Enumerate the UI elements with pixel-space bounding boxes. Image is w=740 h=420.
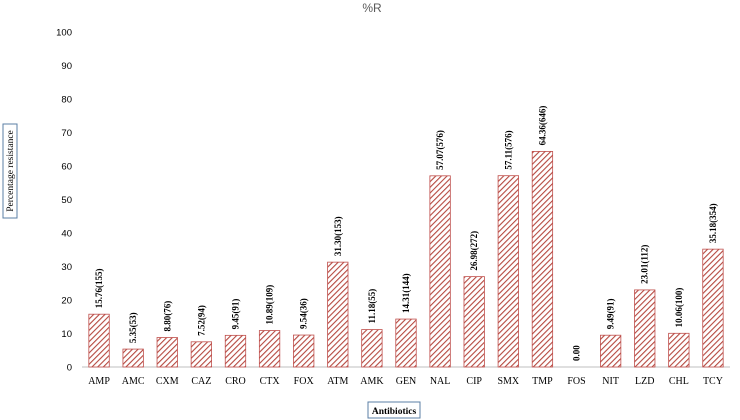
bar-amk [361, 329, 383, 368]
data-label: 11.18(55) [367, 289, 377, 324]
data-label: 5.35(53) [128, 312, 138, 343]
category-label: CXM [156, 376, 179, 387]
data-label: 23.01(112) [640, 245, 650, 284]
y-tick-label: 90 [61, 61, 72, 72]
y-tick-label: 100 [56, 28, 72, 39]
data-label: 9.45(91) [230, 299, 240, 330]
category-label: AMP [88, 376, 110, 387]
y-axis-title: Percentage resistance [6, 130, 16, 212]
y-tick-label: 50 [61, 195, 72, 206]
category-label: LZD [635, 376, 654, 387]
y-axis-ticks: 0 10 20 30 40 50 60 70 80 90 100 [56, 28, 72, 374]
x-axis-title-group: Antibiotics [367, 401, 421, 419]
bar-nal [429, 175, 451, 368]
x-axis-title: Antibiotics [372, 407, 417, 417]
bar-atm [327, 261, 349, 368]
category-label: CRO [225, 376, 246, 387]
category-label: NIT [602, 376, 619, 387]
category-label: SMX [497, 376, 519, 387]
category-label: CAZ [191, 376, 211, 387]
data-label: 8.80(76) [162, 301, 172, 332]
bar-tcy [702, 248, 724, 368]
bar-cxm [156, 337, 178, 368]
y-axis-title-group: Percentage resistance [2, 123, 18, 219]
category-labels: AMP AMC CXM CAZ CRO CTX FOX ATM AMK GEN NAL CIP SMX T… [88, 376, 723, 387]
data-label: 57.11(576) [503, 130, 513, 169]
data-label: 10.06(100) [674, 288, 684, 328]
data-label: 64.36(646) [537, 106, 547, 146]
data-label: 9.54(36) [299, 298, 309, 329]
bar-amp [88, 313, 110, 368]
y-tick-label: 70 [61, 128, 72, 139]
data-label: 35.18(354) [708, 203, 718, 243]
y-tick-label: 80 [61, 95, 72, 106]
category-label: CIP [466, 376, 482, 387]
bar-lzd [634, 289, 656, 368]
data-label: 57.07(576) [435, 130, 445, 170]
data-label: 15.76(155) [94, 268, 104, 308]
category-label: CTX [260, 376, 281, 387]
bar-cro [224, 334, 247, 368]
bar-chl [668, 332, 690, 368]
category-label: TCY [703, 376, 723, 387]
category-label: ATM [327, 376, 348, 387]
bars-group [88, 150, 724, 368]
data-labels: 15.76(155) 5.35(53) 8.80(76) 7.52(94) 9.45(9… [94, 106, 718, 361]
data-label: 0.00 [572, 345, 582, 361]
category-label: TMP [532, 376, 553, 387]
y-tick-label: 60 [61, 162, 72, 173]
category-label: FOS [567, 376, 585, 387]
y-tick-label: 30 [61, 262, 72, 273]
bar-nit [600, 334, 622, 368]
category-label: AMC [122, 376, 145, 387]
bar-cip [463, 276, 485, 368]
bar-smx [497, 175, 519, 368]
bar-amc [122, 348, 144, 368]
bar-caz [190, 341, 212, 368]
chart-title: %R [362, 1, 382, 15]
bar-fox [293, 334, 315, 368]
category-label: CHL [669, 376, 689, 387]
bar-gen [395, 318, 417, 368]
y-tick-label: 20 [61, 296, 72, 307]
category-label: NAL [430, 376, 451, 387]
category-label: AMK [360, 376, 384, 387]
bar-tmp [531, 150, 554, 368]
y-tick-label: 10 [61, 329, 72, 340]
y-tick-label: 0 [67, 363, 72, 374]
data-label: 31.30(153) [333, 216, 343, 256]
data-label: 14.31(144) [401, 273, 411, 313]
data-label: 10.89(109) [265, 285, 275, 325]
y-tick-label: 40 [61, 229, 72, 240]
data-label: 9.49(91) [606, 298, 616, 329]
data-label: 26.98(272) [469, 231, 479, 271]
category-label: FOX [294, 376, 315, 387]
category-label: GEN [396, 376, 417, 387]
bar-ctx [258, 330, 281, 368]
data-label: 7.52(94) [196, 305, 206, 336]
